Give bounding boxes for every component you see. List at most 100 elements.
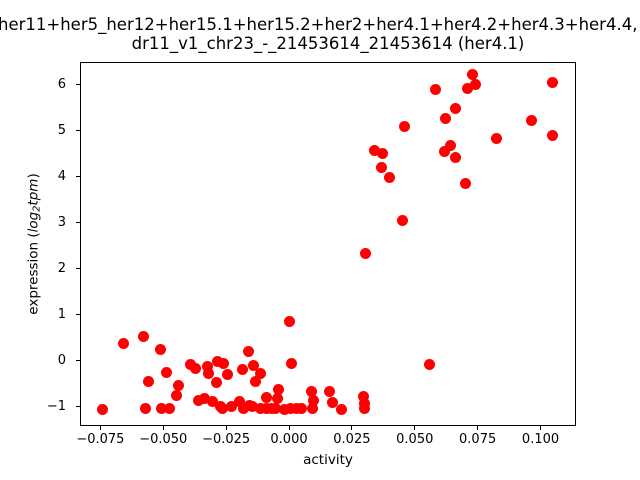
- scatter-point: [357, 390, 369, 402]
- scatter-point: [424, 359, 436, 371]
- scatter-point: [273, 383, 285, 395]
- chart-title-line1: her11+her5_her12+her15.1+her15.2+her2+he…: [0, 15, 638, 34]
- scatter-point: [430, 84, 442, 96]
- scatter-point: [327, 396, 339, 408]
- scatter-point: [260, 403, 272, 415]
- scatter-point: [156, 403, 168, 415]
- y-tick-label: 4: [57, 168, 66, 184]
- x-tick-label: −0.075: [76, 432, 125, 447]
- x-tick-label: 0.025: [333, 432, 371, 447]
- scatter-point: [440, 112, 452, 124]
- y-tick-label: 6: [57, 76, 66, 92]
- scatter-point: [450, 151, 462, 163]
- y-tick-mark: [76, 222, 80, 224]
- scatter-point: [546, 76, 558, 88]
- y-axis-label-suffix: ): [25, 173, 42, 179]
- scatter-point: [399, 121, 411, 133]
- scatter-point: [272, 393, 284, 405]
- scatter-point: [217, 357, 229, 369]
- scatter-point: [254, 368, 266, 380]
- x-tick-mark: [414, 426, 416, 430]
- y-axis-label-tpm: tpm: [25, 178, 42, 206]
- scatter-point: [254, 403, 266, 415]
- scatter-point: [283, 315, 295, 327]
- scatter-point: [202, 368, 214, 380]
- y-tick-label: 5: [57, 122, 66, 138]
- scatter-point: [376, 161, 388, 173]
- y-axis-label: expression (log2tpm): [25, 173, 42, 314]
- x-tick-label: 0.100: [521, 432, 560, 447]
- y-tick-mark: [76, 268, 80, 270]
- scatter-point: [160, 367, 172, 379]
- y-tick-mark: [76, 314, 80, 316]
- scatter-point: [547, 130, 559, 142]
- scatter-point: [192, 394, 204, 406]
- scatter-point: [222, 368, 234, 380]
- scatter-point: [305, 385, 317, 397]
- scatter-point: [246, 401, 258, 413]
- scatter-point: [172, 379, 184, 391]
- y-tick-mark: [76, 84, 80, 86]
- scatter-point: [491, 132, 503, 144]
- y-tick-mark: [76, 360, 80, 362]
- scatter-point: [470, 78, 482, 90]
- x-tick-mark: [477, 426, 479, 430]
- scatter-point: [397, 214, 409, 226]
- scatter-point: [248, 359, 260, 371]
- chart-title-line2: dr11_v1_chr23_-_21453614_21453614 (her4.…: [131, 34, 525, 53]
- scatter-point: [336, 403, 348, 415]
- scatter-point: [242, 345, 254, 357]
- y-axis-label-log: log: [25, 211, 42, 233]
- y-tick-label: 1: [57, 306, 66, 322]
- scatter-point: [284, 403, 296, 415]
- scatter-point: [260, 392, 272, 404]
- y-tick-label: 3: [57, 214, 66, 230]
- scatter-point: [249, 375, 261, 387]
- scatter-point: [384, 171, 396, 183]
- scatter-point: [526, 115, 538, 127]
- y-tick-label: 0: [57, 352, 66, 368]
- y-tick-label: −1: [46, 398, 66, 414]
- scatter-point: [449, 103, 461, 115]
- scatter-point: [377, 147, 389, 159]
- scatter-point: [210, 377, 222, 389]
- scatter-point: [97, 403, 109, 415]
- scatter-point: [307, 394, 319, 406]
- x-tick-mark: [351, 426, 353, 430]
- scatter-point: [467, 69, 479, 81]
- scatter-point: [459, 177, 471, 189]
- scatter-point: [217, 403, 229, 415]
- scatter-point: [445, 140, 457, 152]
- scatter-point: [324, 386, 336, 398]
- scatter-point: [359, 403, 371, 415]
- scatter-point: [360, 248, 372, 260]
- scatter-point: [163, 403, 175, 415]
- scatter-point: [286, 358, 298, 370]
- scatter-point: [439, 146, 451, 158]
- x-tick-label: 0.075: [459, 432, 497, 447]
- x-tick-label: −0.050: [139, 432, 188, 447]
- scatter-point: [306, 403, 318, 415]
- scatter-point: [270, 403, 282, 415]
- y-tick-mark: [76, 176, 80, 178]
- scatter-point: [238, 403, 250, 415]
- scatter-point: [207, 396, 219, 408]
- scatter-point: [190, 362, 202, 374]
- scatter-point: [137, 330, 149, 342]
- y-tick-label: 2: [57, 260, 66, 276]
- x-tick-label: −0.025: [202, 432, 251, 447]
- scatter-point: [155, 343, 167, 355]
- x-tick-mark: [225, 426, 227, 430]
- x-tick-mark: [288, 426, 290, 430]
- y-axis-label-subscript: 2: [31, 205, 43, 212]
- scatter-point: [139, 403, 151, 415]
- x-tick-mark: [162, 426, 164, 430]
- x-tick-label: 0.050: [396, 432, 434, 447]
- scatter-point: [233, 395, 245, 407]
- scatter-point: [296, 403, 308, 415]
- scatter-point: [461, 82, 473, 94]
- x-tick-label: 0.000: [270, 432, 308, 447]
- scatter-point: [226, 401, 238, 413]
- scatter-point: [198, 393, 210, 405]
